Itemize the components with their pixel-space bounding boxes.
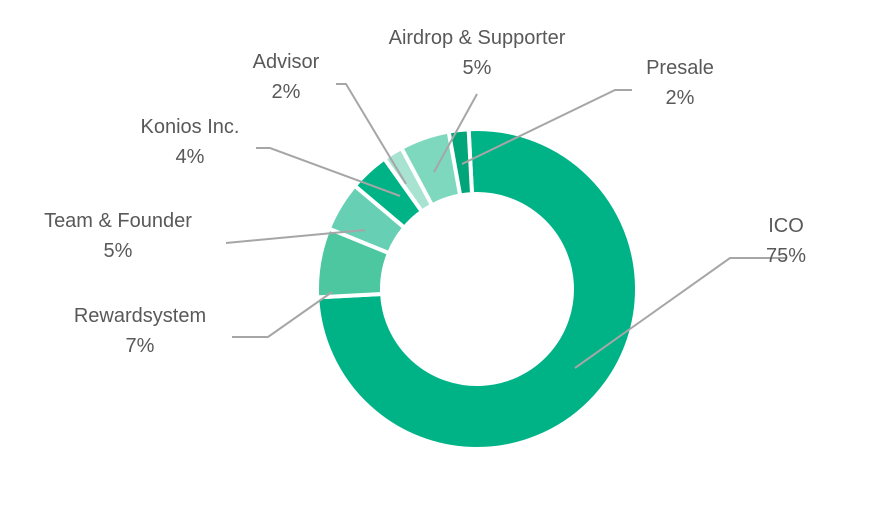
slice-label: Konios Inc. [141, 116, 240, 138]
slice-percent-label: 2% [666, 87, 695, 109]
leader-line [225, 229, 366, 244]
slice-label: Airdrop & Supporter [389, 27, 566, 49]
leader-line [461, 89, 632, 165]
slice-label: Advisor [253, 51, 320, 73]
slice-percent-label: 5% [104, 240, 133, 262]
slice-percent-label: 7% [126, 335, 155, 357]
slice-presale [446, 127, 475, 198]
slice-percent-label: 4% [176, 146, 205, 168]
donut-slices [315, 127, 639, 451]
slice-percent-label: 5% [463, 57, 492, 79]
leader-line [433, 93, 478, 173]
slice-ico [315, 127, 639, 451]
leader-line [232, 291, 333, 338]
slice-label: Presale [646, 57, 714, 79]
leader-line [256, 147, 401, 197]
slice-label: ICO [768, 215, 804, 237]
leader-line [336, 83, 407, 185]
leader-lines [225, 83, 786, 369]
slice-percent-label: 2% [272, 81, 301, 103]
slice-percent-label: 75% [766, 245, 806, 267]
slice-label: Team & Founder [44, 210, 192, 232]
leader-line [574, 257, 786, 369]
slice-labels: ICO 75% Rewardsystem 7% Team & Founder 5% Koni… [44, 27, 806, 357]
slice-label: Rewardsystem [74, 305, 206, 327]
